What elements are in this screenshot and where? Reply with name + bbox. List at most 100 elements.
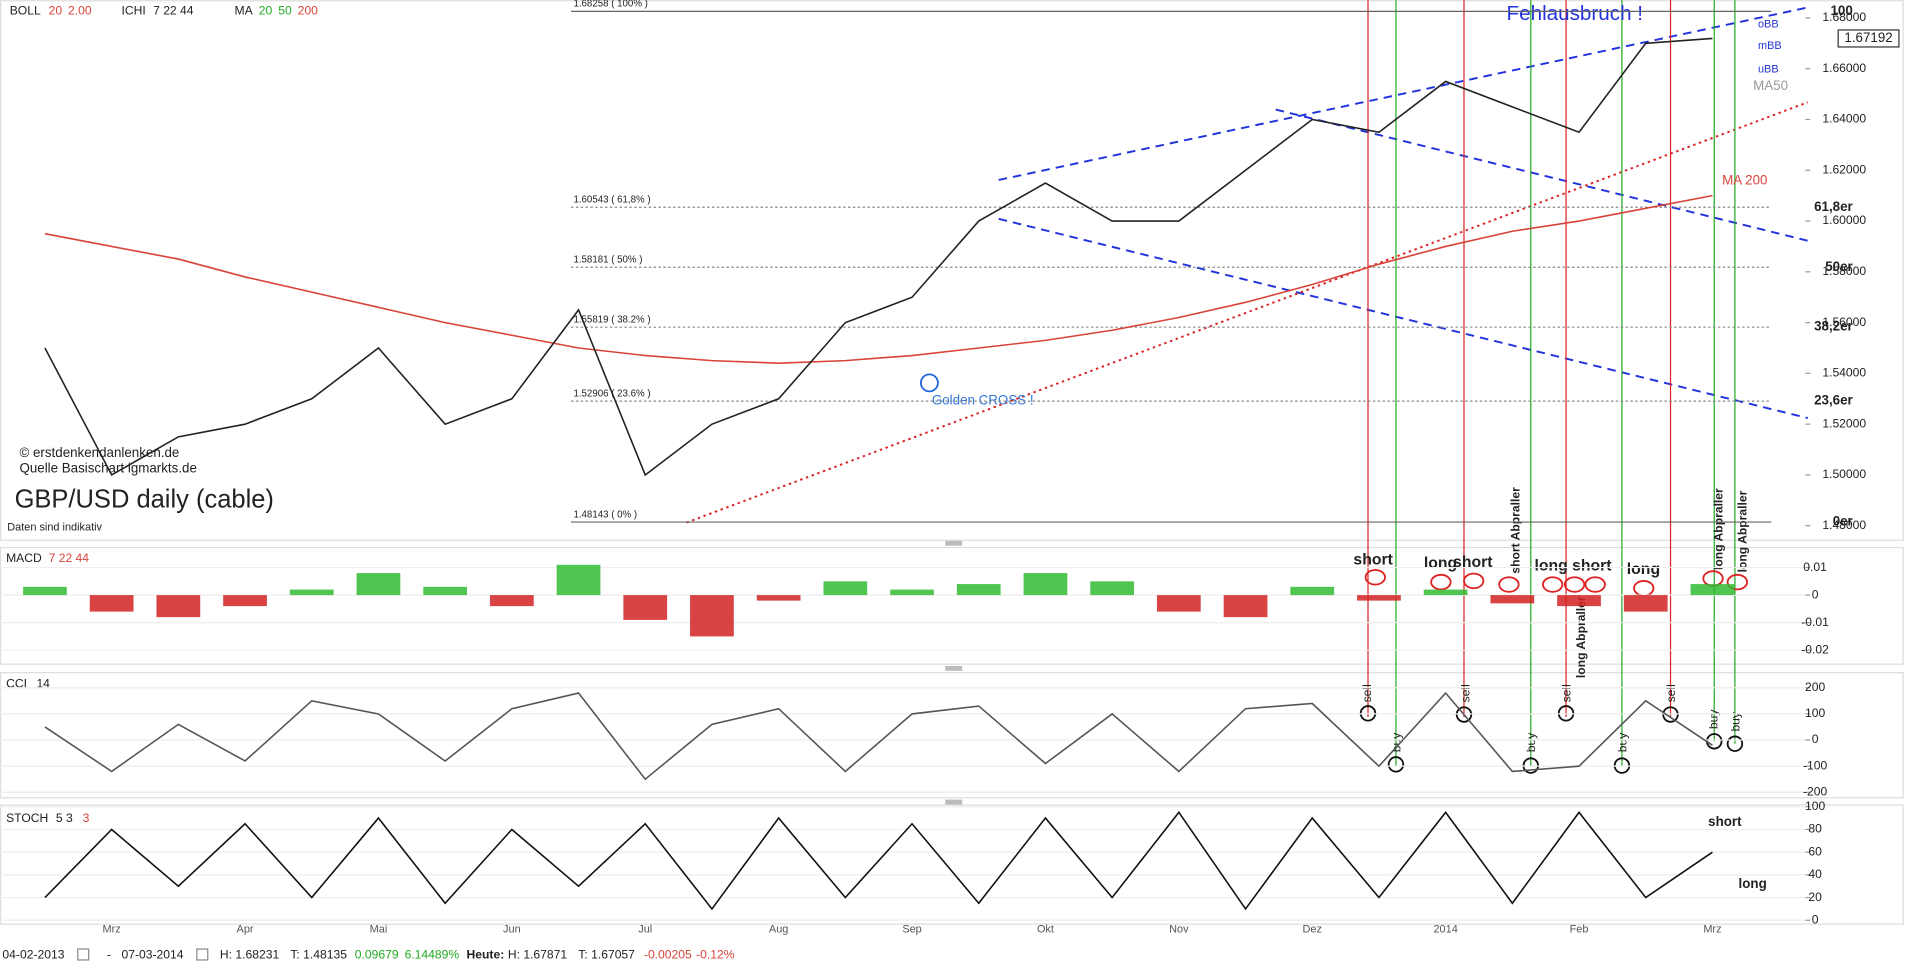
annotation: short [1572,558,1612,575]
annotation: buy [1524,732,1538,752]
macd-bar [890,589,934,596]
panel-title: CCI [6,676,27,690]
fib-label: 1.60543 ( 61,8% ) [573,195,650,206]
annotation: short Abpraller [1508,487,1522,574]
annotation: buy [1389,732,1403,752]
x-tick-label: Mai [370,923,388,935]
indicator-header: BOLL 20 2.00 ICHI 7 22 44 MA 20 50 200 [10,3,318,17]
panel-subtitle: 7 22 44 [49,551,90,565]
annotation: sell [1559,684,1573,702]
y-tick-label: -200 [1803,784,1828,798]
y-tick-label: 200 [1805,680,1825,694]
ma-label: MA [234,3,253,17]
y-tick-label: 1.56000 [1822,315,1866,329]
annotation: sell [1459,684,1473,702]
ichi-param: 7 22 44 [153,3,194,17]
footer-text: T: 1.67057 [578,947,635,961]
y-tick-label: 100 [1805,706,1825,720]
y-tick-label: 100 [1805,799,1825,813]
macd-bar [823,581,868,596]
macd-bar [756,595,801,601]
footer: 04-02-2013 - 07-03-2014 H: 1.68231 T: 1.… [2,947,734,961]
macd-bar [1357,595,1401,601]
macd-bar [89,595,134,612]
x-tick-label: Dez [1303,923,1322,935]
x-tick-label: 2014 [1433,923,1457,935]
y-tick-label: 1.60000 [1822,213,1866,227]
calendar-icon[interactable] [196,948,209,961]
ichi-label: ICHI [121,3,145,17]
y-tick-label: 1.48000 [1822,518,1866,532]
x-tick-label: Jun [503,923,521,935]
fib-tag: 50er [1825,259,1853,274]
y-tick-label: -100 [1803,758,1828,772]
x-tick-label: Sep [902,923,921,935]
y-tick-label: 1.64000 [1822,112,1866,126]
macd-bar [1156,595,1201,612]
macd-bar [1690,584,1735,596]
macd-bar [223,595,267,607]
fib-tag: 100 [1830,3,1852,18]
boll-label: BOLL [10,3,41,17]
y-tick-label: 1.58000 [1822,264,1866,278]
ma-param: 200 [298,3,318,17]
calendar-icon[interactable] [77,948,90,961]
boll-param: 20 [49,3,63,17]
annotation: Daten sind indikativ [7,521,102,533]
panel-subtitle: 5 3 [56,811,73,825]
last-price-box [1837,29,1900,48]
macd-bar [1023,573,1068,596]
footer-text: -0.12% [696,947,735,961]
annotation: Fehlausbruch ! [1507,2,1644,25]
footer-text: 6.14489% [405,947,460,961]
macd-bar [690,595,734,637]
price-line [44,691,1713,781]
x-tick-label: Nov [1169,923,1189,935]
macd-bar [623,595,668,620]
panel-title: STOCH [6,811,48,825]
annotation: sell [1360,684,1374,702]
footer-text: - [107,947,111,961]
fib-label: 1.68258 ( 100% ) [573,0,647,10]
macd-bar [1223,595,1268,618]
fib-label: 1.58181 ( 50% ) [573,254,642,265]
x-tick-label: Feb [1570,923,1589,935]
annotation: long Abpraller [1711,488,1725,570]
x-tick-label: Apr [237,923,254,935]
panel-subtitle: 3 [83,811,90,825]
price-line [44,811,1713,911]
x-tick-label: Okt [1037,923,1054,935]
macd-bar [1490,595,1535,604]
annotation: Golden CROSS ! [932,393,1034,408]
annotation: long [1627,561,1660,578]
panel-title: MACD [6,551,42,565]
annotation: long Abpraller [1574,596,1588,678]
y-tick-label: 1.62000 [1822,162,1866,176]
fib-tag: 23,6er [1814,393,1853,408]
annotation: short [1453,554,1493,571]
annotation: long [1534,558,1567,575]
footer-text: 07-03-2014 [121,947,183,961]
annotation: long Abpraller [1736,490,1750,572]
panel-grips [945,540,963,805]
annotation: sell [1664,684,1678,702]
annotation: long [1739,876,1767,891]
y-tick-label: 1.66000 [1822,61,1866,75]
series-label: MA 200 [1722,173,1767,188]
y-tick-label: -0.01 [1801,615,1829,629]
series-line [44,194,1713,364]
x-tick-label: Mrz [103,923,121,935]
x-tick-label: Aug [769,923,788,935]
boll-param: 2.00 [68,3,92,17]
macd-bar [556,564,601,596]
ma-param: 50 [278,3,292,17]
macd-bar [156,595,201,618]
y-tick-label: 40 [1808,867,1822,881]
last-price: 1.67192 [1844,30,1892,45]
macd-bar [23,586,67,596]
macd-bar [423,586,468,596]
annotation: buy [1615,732,1629,752]
macd-bar [1623,595,1668,612]
